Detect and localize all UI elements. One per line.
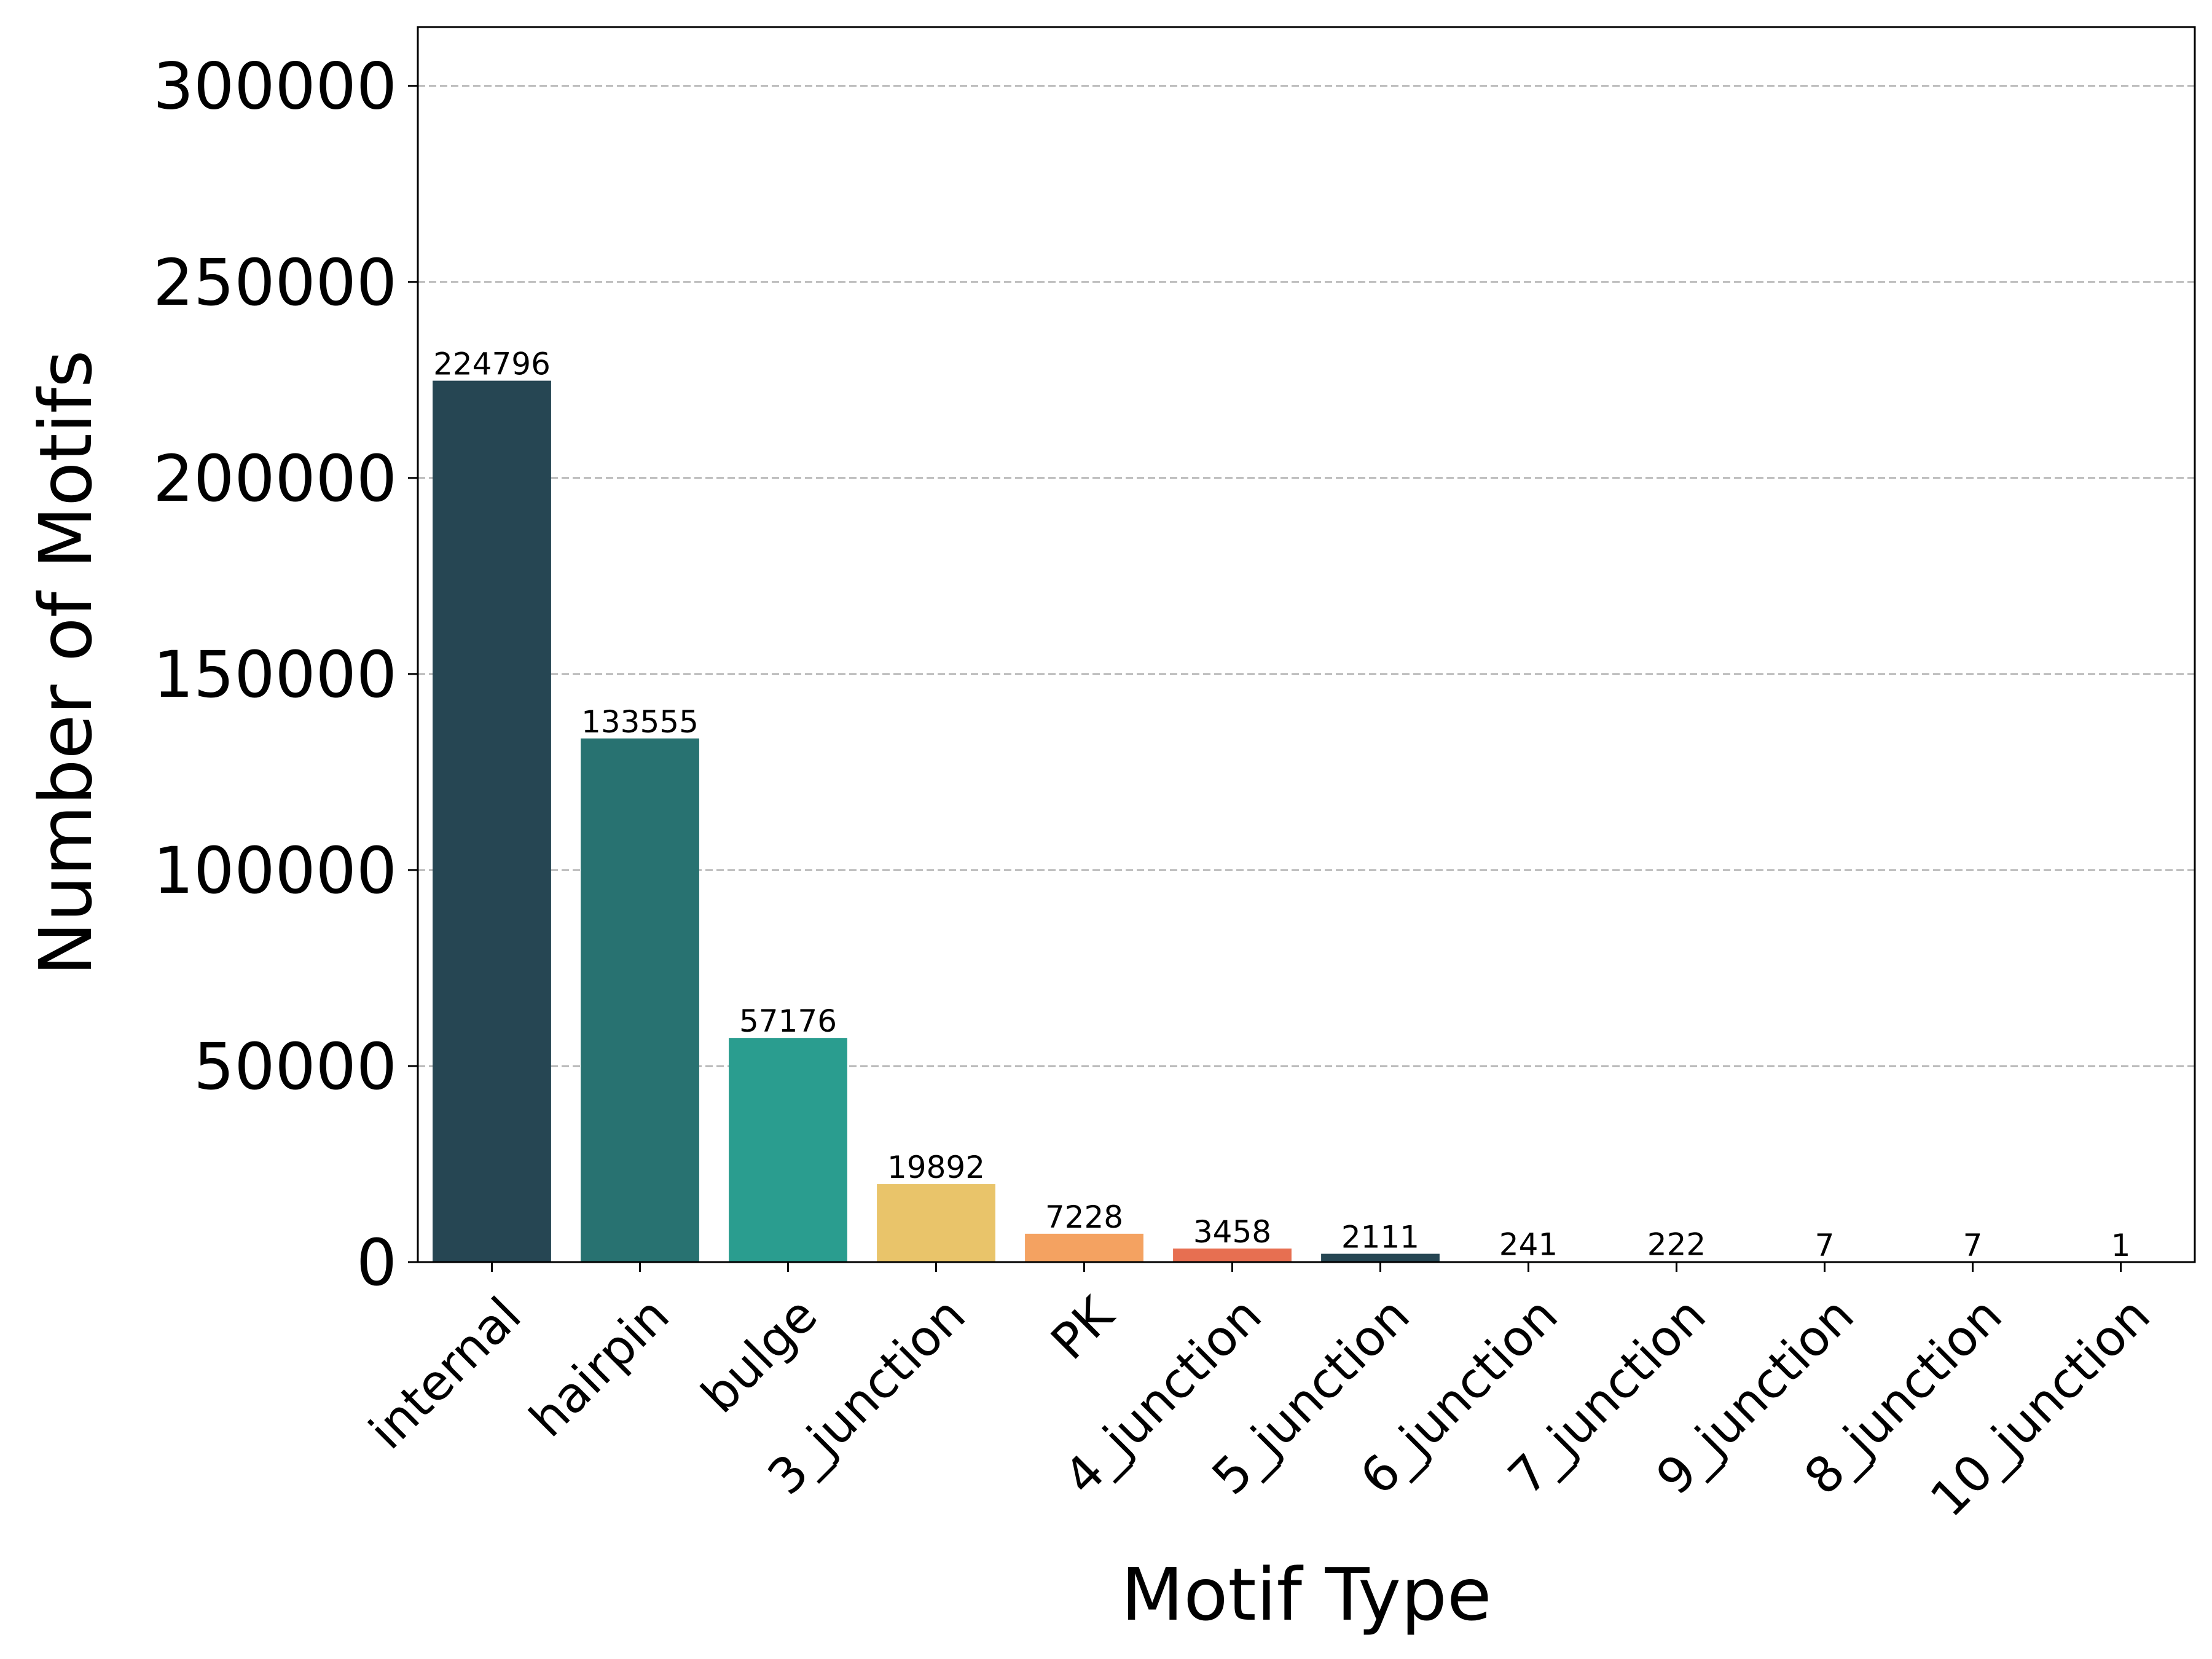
y-tick-label: 100000	[153, 833, 397, 908]
bar-value-label: 222	[1647, 1227, 1706, 1263]
bar-5-junction	[1321, 1253, 1440, 1262]
bar-value-label: 241	[1499, 1226, 1558, 1262]
y-axis-ticks: 0 50000 100000 150000 200000 250000 300000	[153, 49, 418, 1300]
bar-value-label: 19892	[887, 1150, 985, 1185]
bar-value-label: 1	[2111, 1228, 2131, 1263]
bar-value-label: 3458	[1193, 1214, 1271, 1250]
bar-value-label: 57176	[739, 1003, 837, 1039]
bar-hairpin	[581, 738, 699, 1262]
bar-3-junction	[877, 1184, 995, 1262]
bar-value-label: 2111	[1341, 1220, 1419, 1255]
y-tick-label: 300000	[153, 49, 397, 124]
bar-value-label: 7	[1815, 1228, 1835, 1263]
x-axis-title: Motif Type	[1121, 1552, 1491, 1637]
plot-frame	[417, 26, 2196, 1263]
y-axis-title: Number of Motifs	[23, 350, 108, 976]
bar-PK	[1025, 1233, 1143, 1262]
y-tick-label: 250000	[153, 245, 397, 320]
bars	[433, 380, 2180, 1262]
bar-value-label: 7	[1963, 1228, 1983, 1263]
bar-4-junction	[1173, 1248, 1292, 1262]
bar-bulge	[729, 1038, 847, 1262]
y-tick-label: 150000	[153, 637, 397, 712]
y-tick-label: 200000	[153, 441, 397, 516]
bar-value-label: 7228	[1045, 1199, 1123, 1235]
bar-value-labels: 224796 133555 57176 19892 7228 3458 2111 241 222…	[433, 347, 2130, 1263]
bar-value-label: 224796	[433, 347, 551, 382]
bar-value-label: 133555	[581, 704, 699, 740]
y-tick-label: 50000	[194, 1029, 397, 1104]
y-tick-label: 0	[356, 1225, 397, 1300]
bar-internal	[433, 380, 551, 1262]
